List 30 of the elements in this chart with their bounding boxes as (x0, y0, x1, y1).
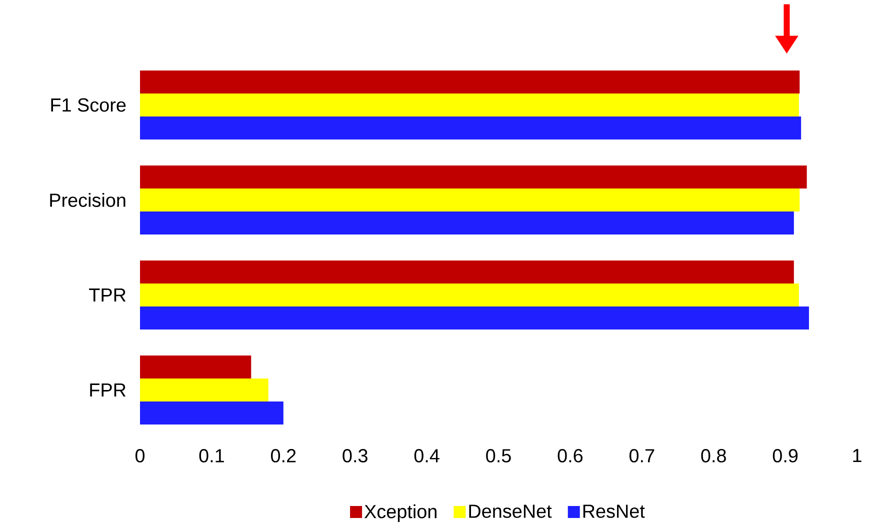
x-tick-label: 0.8 (701, 449, 726, 462)
bar (140, 356, 252, 379)
x-tick-label: 0.6 (558, 449, 583, 462)
x-tick-label: 0.2 (270, 449, 296, 462)
x-tick-label: 0.7 (629, 449, 654, 462)
legend-label: Xception (364, 504, 436, 522)
x-tick-label: 0.1 (199, 449, 224, 462)
x-tick-label: 0.5 (486, 449, 511, 462)
y-tick-label: TPR (89, 288, 126, 302)
bar (140, 94, 799, 117)
bar (140, 378, 268, 402)
y-tick-label: Precision (50, 193, 126, 207)
legend-label: ResNet (583, 504, 645, 518)
legend-label: DenseNet (469, 504, 552, 518)
x-tick-label: 1 (853, 449, 862, 462)
x-tick-label: 0.9 (772, 449, 798, 462)
x-tick-label: 0.4 (414, 449, 440, 462)
bar (140, 166, 807, 189)
x-tick-label: 0 (135, 449, 145, 462)
bar (140, 188, 800, 212)
bar (140, 306, 809, 330)
bar (140, 284, 799, 307)
bar (140, 402, 284, 425)
bar (140, 70, 800, 94)
x-tick-label: 0.3 (342, 449, 368, 462)
y-tick-label: F1 Score (51, 98, 126, 112)
bar (140, 212, 794, 235)
bar (140, 260, 794, 284)
y-tick-label: FPR (90, 384, 126, 397)
bar (140, 116, 802, 140)
